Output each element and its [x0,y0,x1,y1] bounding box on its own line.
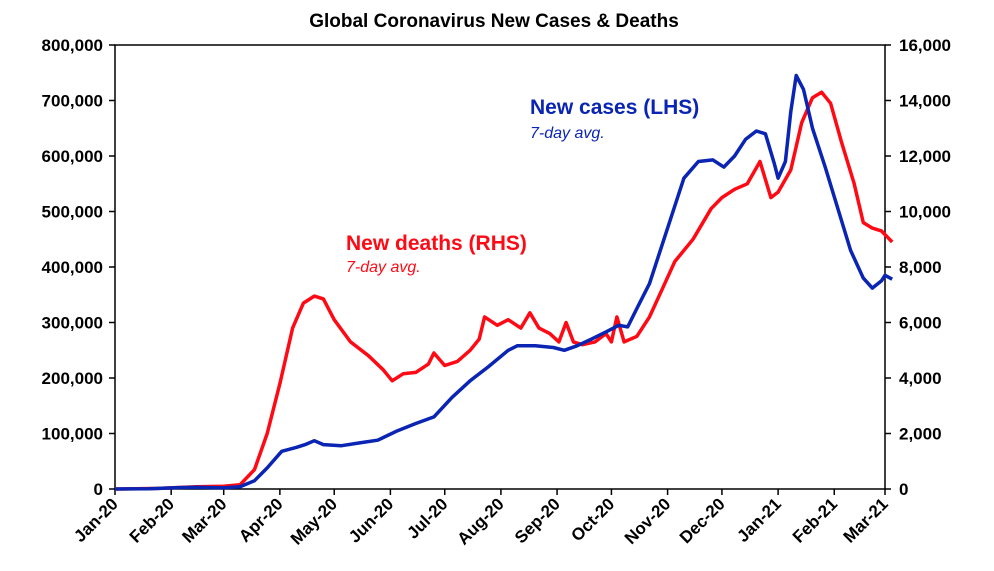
cases-series-line [114,73,894,491]
deaths-annotation-sub: 7-day avg. [346,259,421,276]
left-tick-label: 0 [94,480,103,499]
x-tick-label: Apr-20 [235,494,287,546]
right-tick-label: 2,000 [899,425,942,444]
cases-annotation-sub: 7-day avg. [530,125,605,142]
right-tick-label: 12,000 [899,147,951,166]
right-tick-label: 8,000 [899,258,942,277]
right-tick-label: 4,000 [899,369,942,388]
left-axis: 0 100,000 200,000 300,000 400,000 500,000 600,… [42,36,115,499]
right-tick-label: 14,000 [899,92,951,111]
left-tick-label: 400,000 [42,258,103,277]
x-axis: Jan-20 Feb-20 Mar-20 Apr-20 May-20 Jun-20 Jul-… [70,489,892,549]
x-tick-label: Oct-20 [567,494,618,545]
left-tick-label: 800,000 [42,36,103,55]
x-tick-label: Jun-20 [345,494,397,546]
x-tick-label: Jan-21 [733,494,785,546]
x-tick-label: Mar-21 [840,494,892,546]
cases-annotation: New cases (LHS) [530,96,699,119]
x-tick-label: Mar-20 [178,494,230,546]
left-tick-label: 700,000 [42,92,103,111]
x-tick-label: Feb-20 [126,494,178,546]
right-tick-label: 6,000 [899,314,942,333]
deaths-annotation: New deaths (RHS) [346,232,527,255]
x-tick-label: Aug-20 [454,494,508,548]
right-tick-label: 0 [899,480,908,499]
plot-frame [114,44,886,490]
x-tick-label: Jan-20 [70,494,122,546]
right-axis: 0 2,000 4,000 6,000 8,000 10,000 12,000 14,000 1… [885,36,951,499]
x-tick-label: Jul-20 [403,494,451,542]
left-tick-label: 600,000 [42,147,103,166]
left-tick-label: 500,000 [42,203,103,222]
x-tick-label: May-20 [287,494,341,548]
right-tick-label: 16,000 [899,36,951,55]
right-tick-label: 10,000 [899,203,951,222]
left-tick-label: 200,000 [42,369,103,388]
x-tick-label: Sep-20 [511,494,564,547]
left-tick-label: 300,000 [42,314,103,333]
deaths-series-line [114,90,894,491]
left-tick-label: 100,000 [42,425,103,444]
x-tick-label: Feb-21 [789,494,841,546]
chart-title: Global Coronavirus New Cases & Deaths [309,11,679,32]
x-tick-label: Nov-20 [621,494,675,548]
x-tick-label: Dec-20 [676,494,729,547]
